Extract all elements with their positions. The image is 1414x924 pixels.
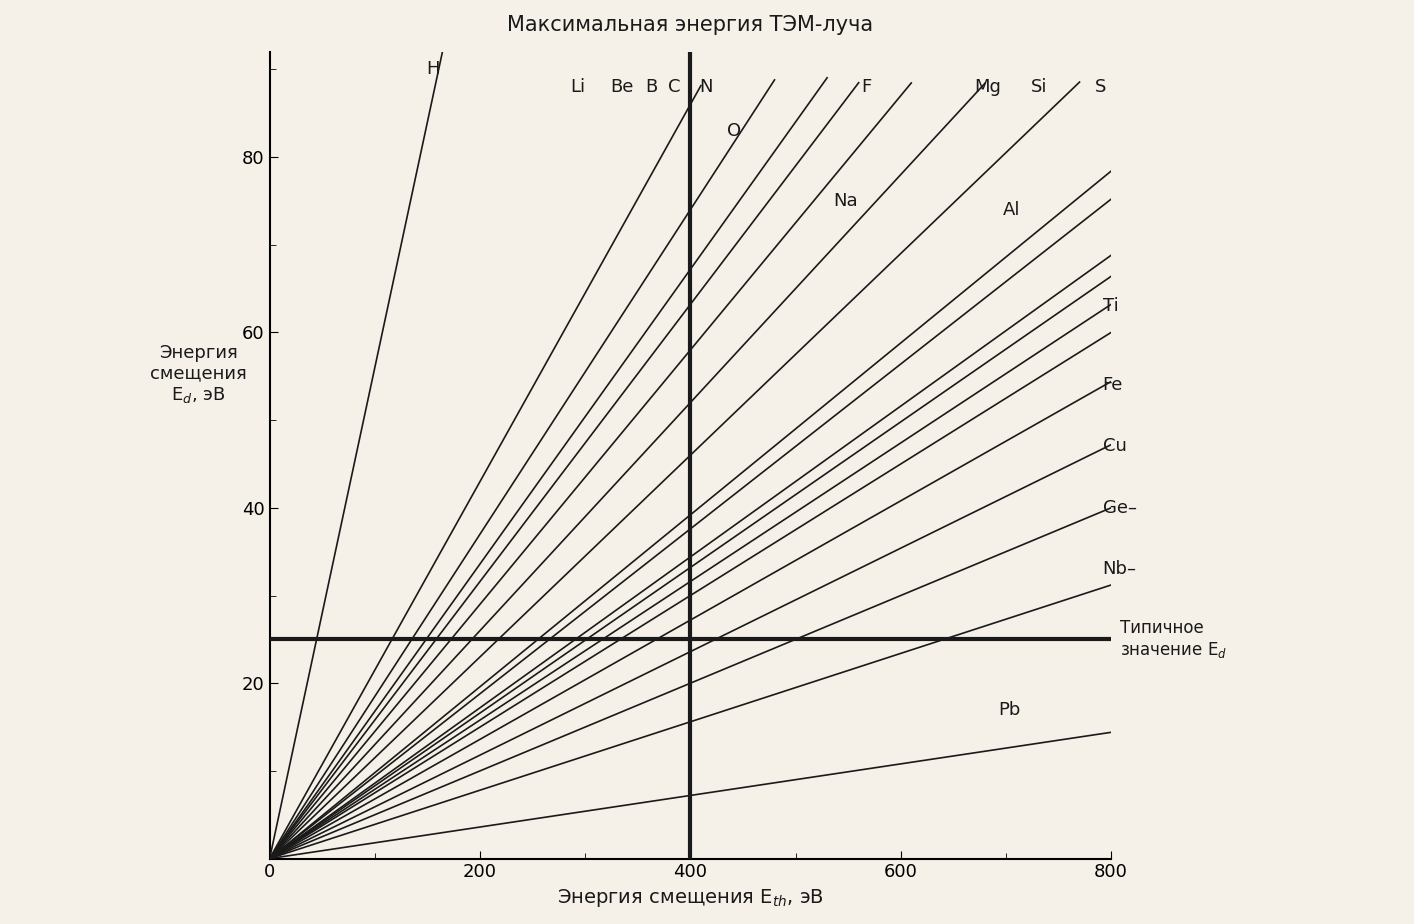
- Text: Типичное
значение E$_d$: Типичное значение E$_d$: [1120, 619, 1227, 660]
- Text: S: S: [1094, 78, 1106, 96]
- Text: Ge–: Ge–: [1103, 499, 1137, 517]
- Text: N: N: [699, 78, 713, 96]
- Text: Si: Si: [1031, 78, 1048, 96]
- Text: Nb–: Nb–: [1103, 560, 1137, 578]
- Text: C: C: [669, 78, 682, 96]
- Text: Be: Be: [611, 78, 633, 96]
- Text: Al: Al: [1003, 201, 1019, 219]
- Text: Pb: Pb: [998, 700, 1021, 719]
- Text: F: F: [861, 78, 871, 96]
- Text: Mg: Mg: [974, 78, 1001, 96]
- Text: Cu: Cu: [1103, 437, 1127, 456]
- Text: Li: Li: [570, 78, 585, 96]
- X-axis label: Энергия смещения E$_{th}$, эВ: Энергия смещения E$_{th}$, эВ: [557, 887, 824, 909]
- Title: Максимальная энергия ТЭМ-луча: Максимальная энергия ТЭМ-луча: [508, 15, 874, 35]
- Text: Ti: Ti: [1103, 298, 1118, 315]
- Text: H: H: [426, 60, 440, 79]
- Text: Энергия
смещения
E$_d$, эВ: Энергия смещения E$_d$, эВ: [150, 344, 246, 406]
- Text: B: B: [645, 78, 658, 96]
- Text: Na: Na: [834, 192, 858, 210]
- Text: Fe: Fe: [1103, 376, 1123, 394]
- Text: O: O: [727, 122, 741, 140]
